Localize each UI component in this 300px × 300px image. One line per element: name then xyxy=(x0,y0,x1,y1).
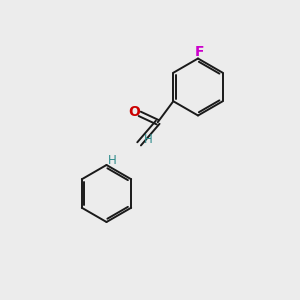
Text: H: H xyxy=(108,154,116,166)
Text: F: F xyxy=(195,45,204,59)
Text: H: H xyxy=(144,133,152,146)
Text: O: O xyxy=(128,105,140,119)
